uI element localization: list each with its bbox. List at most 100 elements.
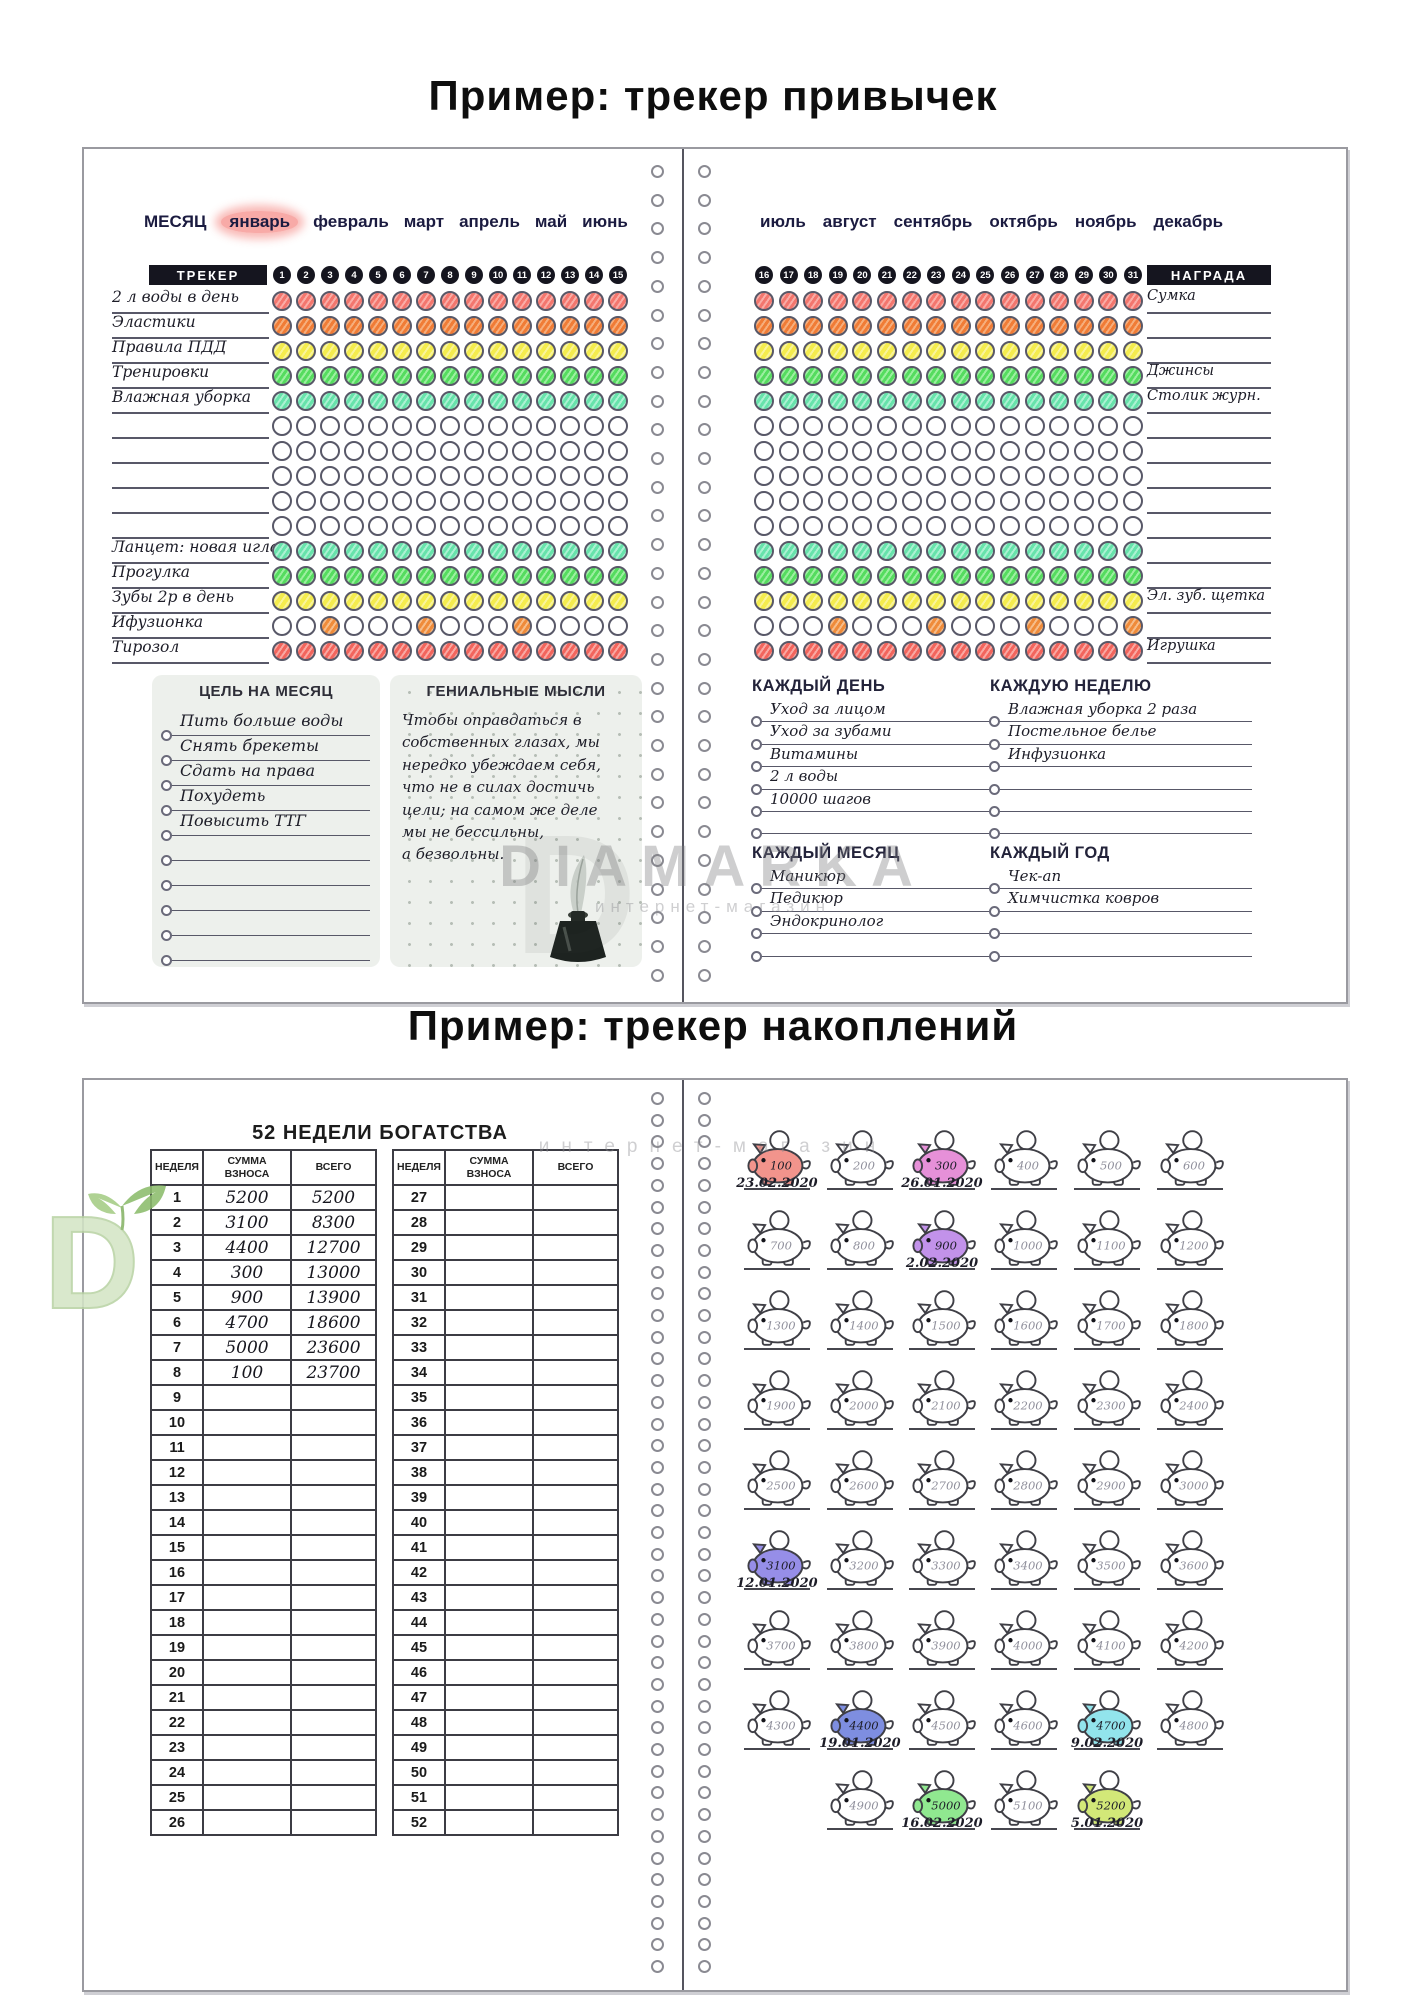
- habit-day-circle: [392, 591, 412, 611]
- spiral-hole: [651, 1222, 664, 1235]
- habit-day-circle: [488, 491, 508, 511]
- habit-day-circle: [877, 341, 897, 361]
- week-number-cell: 8: [151, 1360, 203, 1385]
- amount-cell: 300: [203, 1260, 291, 1285]
- habit-day-circle: [536, 291, 556, 311]
- amount-cell: [533, 1660, 618, 1685]
- amount-cell: [445, 1610, 533, 1635]
- piggy-bank: 4100: [1067, 1610, 1147, 1677]
- amount-cell: [533, 1785, 618, 1810]
- svg-text:1200: 1200: [1179, 1239, 1208, 1253]
- habit-day-circle: [1123, 341, 1143, 361]
- piggy-date-line: [909, 1588, 975, 1590]
- habit-day-circle: [902, 341, 922, 361]
- habit-day-circle: [296, 516, 316, 536]
- week-number-cell: 19: [151, 1635, 203, 1660]
- habit-day-circle: [1074, 541, 1094, 561]
- habit-day-circle: [1074, 491, 1094, 511]
- habit-day-circle: [416, 541, 436, 561]
- month-name: март: [404, 212, 444, 232]
- habit-day-circle: [416, 391, 436, 411]
- habit-day-circle: [488, 366, 508, 386]
- week-number-cell: 33: [393, 1335, 445, 1360]
- habit-day-circle: [296, 591, 316, 611]
- svg-text:2100: 2100: [930, 1399, 960, 1413]
- spiral-hole: [698, 1179, 711, 1192]
- routine-item: [990, 790, 1252, 812]
- habit-day-circle: [975, 341, 995, 361]
- habit-day-circle: [754, 566, 774, 586]
- thought-text-line: собственных глазах, мы: [402, 731, 636, 753]
- piggy-bank-icon: 600: [1150, 1130, 1230, 1192]
- amount-cell: [445, 1735, 533, 1760]
- spiral-hole: [651, 1569, 664, 1582]
- week-row: 37: [393, 1435, 618, 1460]
- habit-day-circle: [608, 541, 628, 561]
- habit-section-title: Пример: трекер привычек: [0, 72, 1426, 120]
- habit-day-circle: [926, 316, 946, 336]
- habit-day-circle: [975, 466, 995, 486]
- habit-day-circle: [1123, 591, 1143, 611]
- amount-cell: 900: [203, 1285, 291, 1310]
- habit-day-circle: [344, 366, 364, 386]
- habit-day-circle: [975, 541, 995, 561]
- habit-day-circle: [296, 366, 316, 386]
- habit-day-circle: [368, 591, 388, 611]
- habit-day-circle: [1074, 641, 1094, 661]
- habit-day-circle: [975, 416, 995, 436]
- tracker-day-number: 7: [417, 266, 435, 284]
- tracker-day-number: 2: [297, 266, 315, 284]
- amount-cell: 4700: [203, 1310, 291, 1335]
- piggy-bank: 4900: [820, 1770, 900, 1837]
- piggy-bank: 2500: [737, 1450, 817, 1517]
- tracker-day-number: 27: [1026, 266, 1044, 284]
- spiral-hole: [698, 1287, 711, 1300]
- week-number-cell: 28: [393, 1210, 445, 1235]
- habit-day-circle: [1025, 416, 1045, 436]
- svg-text:5100: 5100: [1013, 1799, 1042, 1813]
- piggy-bank: 1900: [737, 1370, 817, 1437]
- habit-day-circle: [512, 316, 532, 336]
- week-row: 51: [393, 1785, 618, 1810]
- habit-day-circle: [1000, 316, 1020, 336]
- piggy-bank: 4200: [1150, 1610, 1230, 1677]
- spiral-hole: [651, 1309, 664, 1322]
- piggy-bank-icon: 2500: [737, 1450, 817, 1512]
- habit-tracker-spread: МЕСЯЦ январьфевральмартапрельмайиюнь июл…: [82, 147, 1348, 1004]
- habit-day-circle: [852, 316, 872, 336]
- page-fold-divider: [682, 149, 684, 1002]
- habit-day-circle: [1074, 616, 1094, 636]
- habit-day-circle: [440, 516, 460, 536]
- habit-day-circle: [488, 316, 508, 336]
- piggy-bank: 2300: [1067, 1370, 1147, 1437]
- spiral-hole: [651, 567, 664, 580]
- piggy-date: 5.01.2020: [1062, 1816, 1152, 1831]
- tracker-day-number: 13: [561, 266, 579, 284]
- thought-text-line: что не в силах достичь: [402, 776, 636, 798]
- habit-day-circle: [803, 316, 823, 336]
- habit-day-circle: [902, 366, 922, 386]
- habit-day-circle: [608, 591, 628, 611]
- habit-day-circle: [1049, 591, 1069, 611]
- week-row: 42: [393, 1560, 618, 1585]
- piggy-bank: 1400: [820, 1290, 900, 1357]
- habit-day-circle: [926, 391, 946, 411]
- habit-day-circle: [975, 566, 995, 586]
- habit-day-circle: [584, 566, 604, 586]
- spiral-hole: [651, 1656, 664, 1669]
- piggy-date-line: [991, 1748, 1057, 1750]
- habit-day-circle: [902, 541, 922, 561]
- tracker-day-number: 28: [1050, 266, 1068, 284]
- habit-day-circle: [272, 616, 292, 636]
- habit-day-circle: [1123, 391, 1143, 411]
- month-name: ноябрь: [1075, 212, 1137, 232]
- habit-day-circle: [926, 516, 946, 536]
- habit-day-circle: [803, 566, 823, 586]
- habit-day-circle: [1123, 291, 1143, 311]
- habit-day-circle: [803, 466, 823, 486]
- week-number-cell: 50: [393, 1760, 445, 1785]
- thought-text-line: мы не бессильны,: [402, 821, 636, 843]
- amount-cell: [291, 1510, 376, 1535]
- spiral-hole: [698, 1135, 711, 1148]
- habit-day-circle: [464, 441, 484, 461]
